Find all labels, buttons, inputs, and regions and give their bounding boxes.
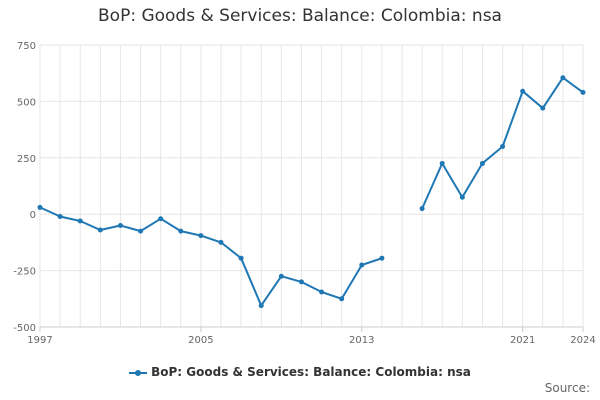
y-tick-label: 500 (17, 97, 36, 108)
data-point[interactable] (319, 289, 325, 295)
series-layer (37, 75, 586, 309)
data-point[interactable] (238, 255, 244, 261)
axis-layer (39, 326, 584, 332)
data-point[interactable] (500, 144, 506, 150)
y-tick-label: 250 (17, 154, 36, 165)
x-tick-label: 2024 (570, 335, 595, 346)
data-point[interactable] (359, 262, 365, 268)
legend-series-swatch-icon (129, 368, 148, 378)
x-tick-label: 1997 (27, 335, 52, 346)
data-point[interactable] (580, 89, 586, 95)
data-point[interactable] (77, 218, 83, 224)
chart-title: BoP: Goods & Services: Balance: Colombia… (98, 6, 502, 26)
data-point[interactable] (278, 273, 284, 279)
data-point[interactable] (520, 88, 526, 94)
data-point[interactable] (560, 75, 566, 81)
y-tick-label: 0 (30, 210, 36, 221)
data-point[interactable] (178, 228, 184, 234)
data-point[interactable] (459, 194, 465, 200)
data-point[interactable] (198, 233, 204, 239)
data-point[interactable] (419, 206, 425, 212)
data-point[interactable] (379, 255, 385, 261)
data-point[interactable] (298, 279, 304, 285)
legend-series-label: BoP: Goods & Services: Balance: Colombia… (151, 365, 471, 379)
y-tick-labels: -500 -250 0 250 500 750 (13, 41, 36, 334)
data-point[interactable] (258, 303, 264, 309)
series-line (39, 206, 383, 307)
data-point[interactable] (138, 228, 144, 234)
source-label: Source: (544, 381, 590, 395)
legend[interactable]: BoP: Goods & Services: Balance: Colombia… (0, 365, 600, 379)
data-point[interactable] (439, 160, 445, 166)
x-tick-label: 2013 (349, 335, 374, 346)
data-point[interactable] (97, 227, 103, 233)
grid-layer (39, 44, 584, 328)
data-point[interactable] (479, 160, 485, 166)
y-tick-label: 750 (17, 41, 36, 52)
data-point[interactable] (37, 204, 43, 210)
data-point[interactable] (218, 239, 224, 245)
x-tick-label: 2005 (188, 335, 213, 346)
data-point[interactable] (540, 105, 546, 111)
y-tick-label: -500 (13, 323, 36, 334)
data-point[interactable] (158, 216, 164, 222)
x-tick-labels: 1997 2005 2013 2021 2024 (27, 335, 595, 346)
data-point[interactable] (117, 222, 123, 228)
data-point[interactable] (339, 296, 345, 302)
data-point[interactable] (57, 213, 63, 219)
y-tick-label: -250 (13, 267, 36, 278)
x-tick-label: 2021 (510, 335, 535, 346)
